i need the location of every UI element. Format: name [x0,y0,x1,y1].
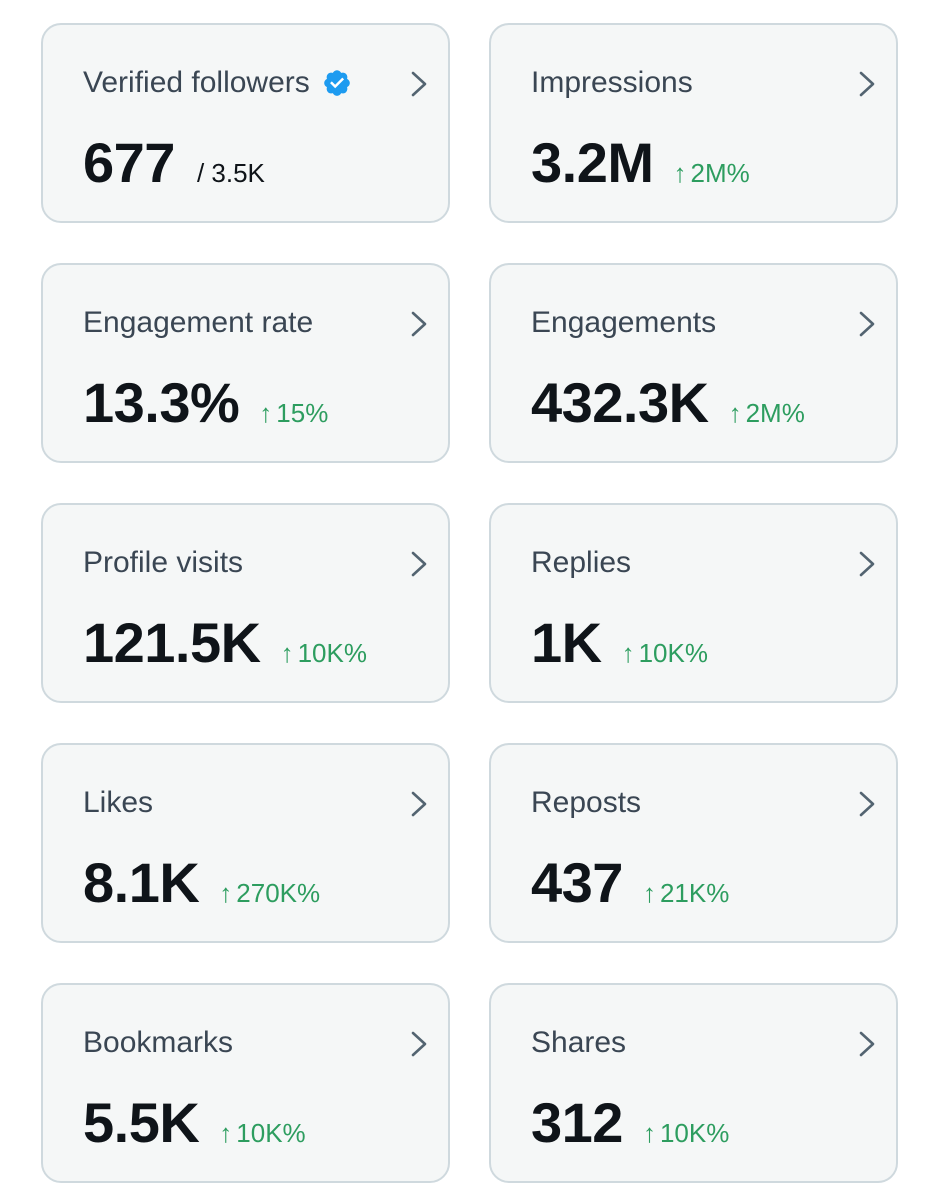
metric-row: 3.2M ↑ 2M% [531,133,750,193]
card-title-label: Reposts [531,786,642,819]
chevron-right-icon [411,791,427,817]
metric-change: ↑ 2M% [674,158,750,189]
metric-value: 3.2M [531,131,654,194]
chevron-right-icon [859,71,875,97]
card-title-label: Profile visits [83,546,244,579]
card-impressions[interactable]: Impressions 3.2M ↑ 2M% [489,23,898,223]
metric-change-value: 270K% [236,878,321,908]
metric-change: ↑ 270K% [219,878,320,909]
card-likes[interactable]: Likes 8.1K ↑ 270K% [41,743,450,943]
metric-row: 312 ↑ 10K% [531,1093,729,1153]
card-title: Shares [531,1023,626,1063]
card-verified-followers[interactable]: Verified followers 677 / 3.5K [41,23,450,223]
card-title: Verified followers [83,63,352,103]
card-title-label: Engagements [531,306,717,339]
metric-value: 8.1K [83,851,200,914]
metric-change: ↑ 21K% [643,878,729,909]
metric-change-value: 10K% [659,1118,730,1148]
card-title-label: Bookmarks [83,1026,234,1059]
metric-row: 5.5K ↑ 10K% [83,1093,306,1153]
up-arrow-icon: ↑ [259,398,273,428]
metric-change-value: 2M% [745,398,805,428]
metric-value: 121.5K [83,611,261,674]
metric-value: 5.5K [83,1091,200,1154]
up-arrow-icon: ↑ [280,638,294,668]
card-title-label: Impressions [531,66,693,99]
metric-value: 432.3K [531,371,709,434]
chevron-right-icon [859,791,875,817]
chevron-right-icon [859,551,875,577]
up-arrow-icon: ↑ [642,1118,656,1148]
metric-change-value: 10K% [236,1118,306,1148]
chevron-right-icon [411,1031,427,1057]
card-title: Impressions [531,63,693,103]
card-title: Engagements [531,303,716,343]
metric-value: 437 [531,851,623,914]
card-title-label: Likes [83,786,154,819]
metric-change-value: 10K% [638,638,708,668]
card-shares[interactable]: Shares 312 ↑ 10K% [489,983,898,1183]
card-title-label: Engagement rate [83,306,314,339]
metric-row: 1K ↑ 10K% [531,613,708,673]
metric-change: ↑ 10K% [281,638,367,669]
up-arrow-icon: ↑ [219,878,233,908]
metric-row: 677 / 3.5K [83,133,265,193]
metric-row: 8.1K ↑ 270K% [83,853,320,913]
chevron-right-icon [411,71,427,97]
card-title: Profile visits [83,543,243,583]
chevron-right-icon [859,1031,875,1057]
card-title-label: Shares [531,1026,627,1059]
up-arrow-icon: ↑ [642,878,656,908]
card-title: Engagement rate [83,303,313,343]
card-title: Replies [531,543,631,583]
metric-row: 437 ↑ 21K% [531,853,729,913]
chevron-right-icon [411,551,427,577]
metric-value: 1K [531,611,602,674]
metric-change: ↑ 10K% [622,638,708,669]
up-arrow-icon: ↑ [621,638,635,668]
card-reposts[interactable]: Reposts 437 ↑ 21K% [489,743,898,943]
metric-change-value: 21K% [659,878,730,908]
metric-change: ↑ 10K% [643,1118,729,1149]
metric-row: 432.3K ↑ 2M% [531,373,805,433]
metric-change-value: 15% [276,398,329,428]
metric-change: ↑ 10K% [219,1118,305,1149]
metric-change: ↑ 2M% [729,398,805,429]
card-title: Reposts [531,783,641,823]
metric-row: 13.3% ↑ 15% [83,373,328,433]
card-title-label: Verified followers [83,66,310,99]
metric-value: 312 [531,1091,623,1154]
card-replies[interactable]: Replies 1K ↑ 10K% [489,503,898,703]
card-bookmarks[interactable]: Bookmarks 5.5K ↑ 10K% [41,983,450,1183]
up-arrow-icon: ↑ [728,398,742,428]
card-profile-visits[interactable]: Profile visits 121.5K ↑ 10K% [41,503,450,703]
analytics-card-grid: Verified followers 677 / 3.5K Impression… [41,23,898,1183]
metric-total: / 3.5K [196,158,265,188]
metric-change-value: 10K% [297,638,367,668]
card-title: Bookmarks [83,1023,233,1063]
chevron-right-icon [411,311,427,337]
up-arrow-icon: ↑ [673,158,687,188]
card-title: Likes [83,783,153,823]
metric-change-value: 2M% [690,158,750,188]
metric-value: 677 [83,131,175,194]
card-engagements[interactable]: Engagements 432.3K ↑ 2M% [489,263,898,463]
metric-row: 121.5K ↑ 10K% [83,613,367,673]
card-engagement-rate[interactable]: Engagement rate 13.3% ↑ 15% [41,263,450,463]
up-arrow-icon: ↑ [219,1118,233,1148]
metric-value: 13.3% [83,371,240,434]
metric-change: ↑ 15% [259,398,328,429]
chevron-right-icon [859,311,875,337]
card-title-label: Replies [531,546,632,579]
verified-badge-icon [323,70,350,96]
